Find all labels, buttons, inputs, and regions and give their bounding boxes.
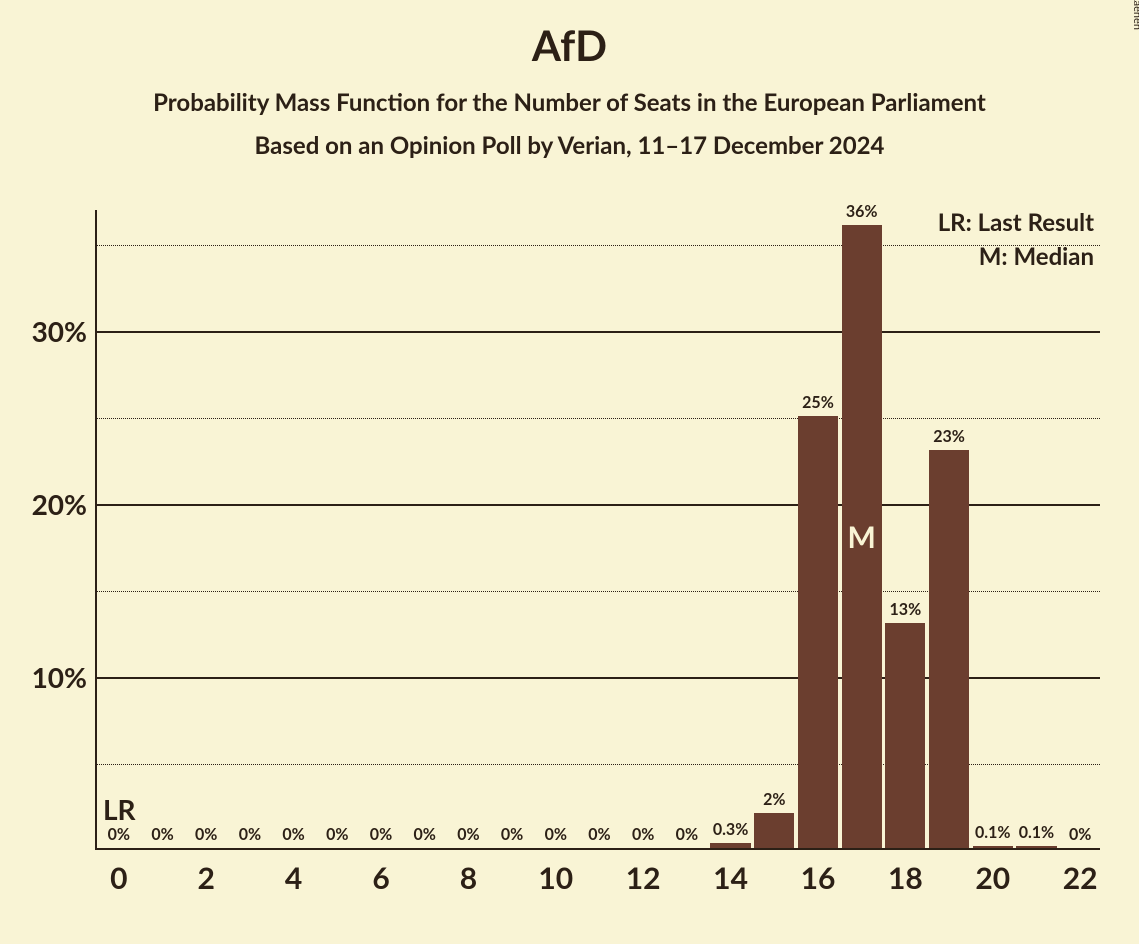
bar-value-label: 0% [326, 825, 348, 844]
legend-m: M: Median [979, 242, 1094, 271]
bar: 0.3% [710, 843, 750, 848]
y-tick-label: 20% [32, 487, 87, 521]
y-tick-label: 30% [32, 314, 87, 348]
copyright-text: © 2024 Filip van Laenen [1131, 0, 1139, 30]
bar-value-label: 0% [195, 825, 217, 844]
x-tick-label: 22 [1063, 860, 1098, 896]
bar: 0.1% [1016, 846, 1056, 848]
subtitle-line-2: Based on an Opinion Poll by Verian, 11–1… [0, 131, 1139, 160]
x-tick-label: 6 [372, 860, 389, 896]
x-tick-label: 12 [626, 860, 661, 896]
bar-value-label: 13% [890, 600, 922, 619]
bar-value-label: 2% [763, 790, 785, 809]
bar-value-label: 0% [282, 825, 304, 844]
bar-value-label: 25% [802, 393, 834, 412]
bar-value-label: 23% [933, 427, 965, 446]
bar-value-label: 0% [239, 825, 261, 844]
x-tick-label: 20 [975, 860, 1010, 896]
gridline-minor [97, 245, 1100, 246]
x-tick-label: 18 [888, 860, 923, 896]
x-tick-label: 2 [198, 860, 215, 896]
x-tick-label: 8 [460, 860, 477, 896]
median-marker-label: M [847, 519, 875, 555]
bar-value-label: 0.1% [1019, 823, 1054, 842]
gridline-minor [97, 418, 1100, 419]
bar-value-label: 0% [676, 825, 698, 844]
bar-value-label: 0% [370, 825, 392, 844]
bar: 23% [929, 450, 969, 848]
bar-value-label: 0% [151, 825, 173, 844]
subtitle-line-1: Probability Mass Function for the Number… [0, 88, 1139, 117]
bar-value-label: 0% [108, 825, 130, 844]
lr-marker-label: LR [103, 792, 136, 826]
bar-value-label: 0% [414, 825, 436, 844]
bar-value-label: 0% [588, 825, 610, 844]
bar-value-label: 36% [846, 202, 878, 221]
bar-value-label: 0% [632, 825, 654, 844]
bar: 0.1% [973, 846, 1013, 848]
x-tick-label: 4 [285, 860, 302, 896]
bar-value-label: 0% [1069, 825, 1091, 844]
x-tick-label: 16 [801, 860, 836, 896]
bar: 25% [798, 416, 838, 848]
gridline-major [97, 331, 1100, 333]
x-tick-label: 0 [110, 860, 127, 896]
bar-value-label: 0% [501, 825, 523, 844]
page-title: AfD [0, 20, 1139, 70]
bar-value-label: 0% [545, 825, 567, 844]
bar: 13% [885, 623, 925, 848]
bar-value-label: 0.3% [713, 820, 748, 839]
legend-lr: LR: Last Result [938, 208, 1094, 237]
bar: 36%M [842, 225, 882, 848]
bar: 2% [754, 813, 794, 848]
bar-value-label: 0% [457, 825, 479, 844]
x-tick-label: 14 [713, 860, 748, 896]
x-tick-label: 10 [538, 860, 573, 896]
chart-plot-area: LR LR: Last Result M: Median 10%20%30%02… [95, 210, 1100, 850]
y-tick-label: 10% [32, 660, 87, 694]
bar-value-label: 0.1% [975, 823, 1010, 842]
